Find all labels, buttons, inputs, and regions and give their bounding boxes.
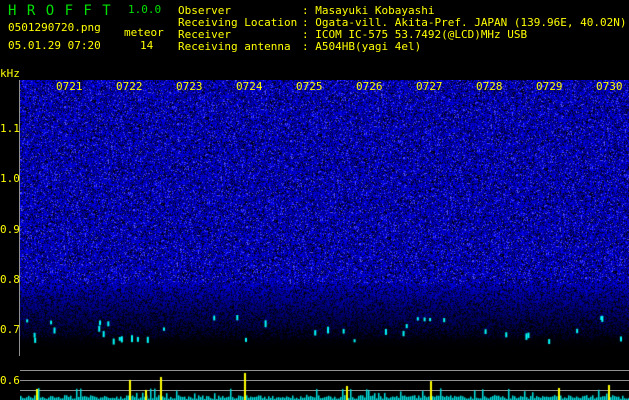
y-tick-label: 0.6 — [0, 373, 20, 387]
observer-value-text: Masayuki Kobayashi — [315, 4, 435, 17]
x-tick-label: 0729 — [536, 80, 563, 93]
version: 1.0.0 — [128, 3, 162, 16]
antenna-value: : A504HB(yagi 4el) — [302, 40, 422, 53]
x-tick-label: 0726 — [356, 80, 383, 93]
x-tick-label: 0722 — [116, 80, 143, 93]
x-tick-label: 0727 — [416, 80, 443, 93]
x-tick-label: 0723 — [176, 80, 203, 93]
location-value: : Ogata-vill. Akita-Pref. JAPAN (139.96E… — [302, 16, 627, 29]
y-unit-label: kHz — [0, 67, 20, 80]
receiver-value-text: ICOM IC-575 53.7492(@LCD)MHz USB — [315, 28, 528, 41]
receiver-value: : ICOM IC-575 53.7492(@LCD)MHz USB — [302, 28, 528, 41]
filename: 0501290720.png — [8, 21, 101, 34]
y-axis-line — [19, 80, 20, 356]
x-tick-label: 0730 — [596, 80, 623, 93]
app-title: H R O F F T — [8, 3, 112, 19]
observer-value: : Masayuki Kobayashi — [302, 4, 435, 17]
antenna-value-text: A504HB(yagi 4el) — [315, 40, 422, 53]
observer-label: Observer — [178, 4, 231, 17]
datetime: 05.01.29 07:20 — [8, 39, 101, 52]
y-tick-label: 0.9 — [0, 222, 20, 236]
x-tick-label: 0721 — [56, 80, 83, 93]
meteor-count-histogram — [20, 370, 629, 400]
y-tick-label: 0.7 — [0, 323, 20, 337]
y-tick-label: 0.8 — [0, 272, 20, 286]
antenna-label: Receiving antenna — [178, 40, 291, 53]
spectrogram — [20, 80, 629, 370]
meteor-label: meteor — [124, 26, 164, 39]
y-tick-label: 1.0 — [0, 172, 20, 186]
meteor-count: 14 — [140, 39, 154, 52]
x-tick-label: 0725 — [296, 80, 323, 93]
x-tick-label: 0724 — [236, 80, 263, 93]
receiver-label: Receiver — [178, 28, 231, 41]
y-tick-label: 1.1 — [0, 122, 20, 135]
x-tick-label: 0728 — [476, 80, 503, 93]
location-label: Receiving Location — [178, 16, 298, 29]
location-value-text: Ogata-vill. Akita-Pref. JAPAN (139.96E, … — [315, 16, 627, 29]
